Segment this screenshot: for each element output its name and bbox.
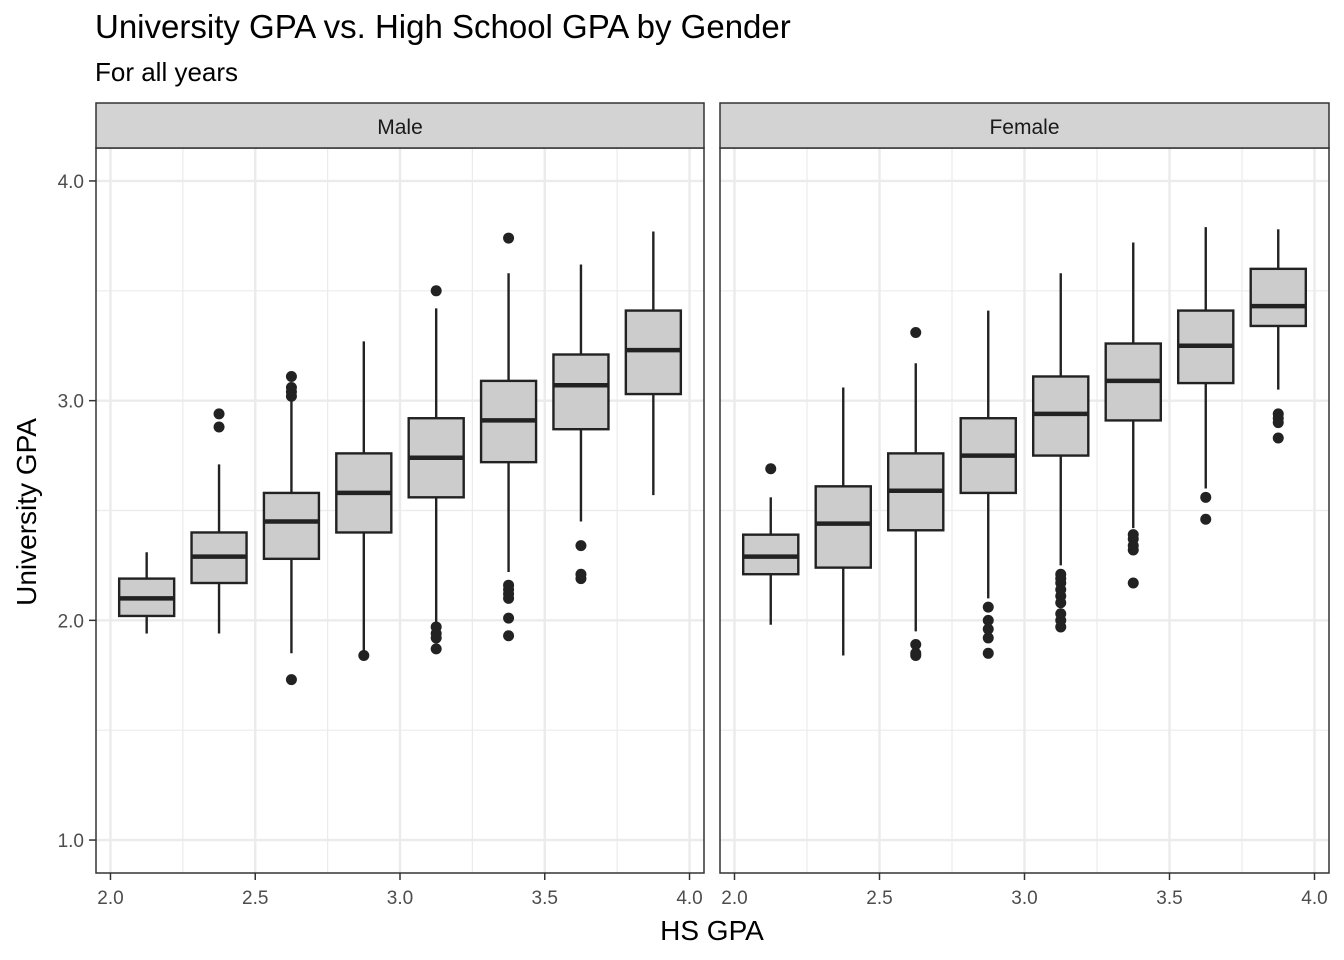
box-iqr — [814, 485, 873, 569]
x-tick-label: 3.0 — [1011, 888, 1037, 909]
box-female-2.875 — [959, 310, 1018, 659]
x-tick-label: 2.5 — [866, 888, 892, 909]
outlier-point — [430, 643, 442, 655]
outlier-point — [1272, 432, 1284, 444]
outlier-point — [503, 612, 515, 624]
box-female-3.125 — [1031, 273, 1090, 633]
y-tick-label: 1.0 — [58, 831, 84, 852]
box-male-3.375 — [479, 232, 538, 642]
panel-male: Male 2.0 2.5 3.0 3.5 4.0 1.0 2.0 3.0 4.0 — [58, 102, 705, 909]
panel-female: Female 2.0 2.5 3.0 3.5 4.0 — [719, 102, 1330, 909]
outlier-point — [1055, 568, 1067, 580]
outlier-point — [285, 370, 297, 382]
box-male-2.375 — [190, 408, 248, 634]
box-male-3.125 — [407, 285, 465, 655]
facet-strip — [95, 102, 705, 149]
box-female-3.625 — [1176, 227, 1235, 525]
outlier-point — [213, 408, 225, 420]
box-iqr — [262, 491, 321, 561]
outlier-point — [982, 647, 994, 659]
x-tick-label: 3.5 — [532, 888, 558, 909]
box-female-2.625 — [887, 327, 945, 661]
box-male-3.875 — [624, 231, 683, 496]
y-tick-label: 4.0 — [58, 172, 84, 193]
outlier-point — [982, 632, 994, 644]
box-male-3.625 — [552, 264, 610, 585]
outlier-point — [575, 540, 587, 552]
x-axis-label: HS GPA — [660, 915, 764, 946]
outlier-point — [503, 579, 515, 591]
x-tick-label: 4.0 — [1301, 888, 1327, 909]
box-female-2.375 — [814, 387, 873, 656]
outlier-point — [430, 621, 442, 633]
outlier-point — [503, 630, 515, 642]
outlier-point — [285, 381, 297, 393]
x-tick-label: 2.5 — [242, 888, 268, 909]
x-tick-label: 3.5 — [1156, 888, 1182, 909]
outlier-point — [575, 568, 587, 580]
box-iqr — [552, 353, 610, 431]
outlier-point — [910, 639, 922, 651]
outlier-point — [1127, 577, 1139, 589]
outlier-point — [1055, 608, 1067, 620]
outlier-point — [285, 674, 297, 686]
chart-title: University GPA vs. High School GPA by Ge… — [95, 8, 791, 45]
outlier-point — [358, 650, 370, 661]
y-axis-label: University GPA — [11, 418, 42, 606]
x-tick-label: 2.0 — [721, 888, 747, 909]
panels-layer: Male 2.0 2.5 3.0 3.5 4.0 1.0 2.0 3.0 4.0 Female 2.0… — [58, 102, 1330, 909]
outlier-point — [1200, 513, 1212, 525]
facet-strip — [719, 102, 1330, 149]
outlier-point — [213, 421, 225, 433]
box-male-2.875 — [335, 341, 393, 661]
box-male-2.625 — [262, 370, 321, 686]
chart-subtitle: For all years — [95, 57, 239, 87]
y-tick-label: 3.0 — [58, 392, 84, 413]
x-tick-label: 3.0 — [387, 888, 413, 909]
outlier-point — [765, 463, 777, 475]
box-male-2.125 — [117, 552, 176, 634]
x-tick-label: 2.0 — [97, 888, 123, 909]
box-female-2.125 — [742, 463, 800, 625]
x-tick-label: 4.0 — [676, 888, 702, 909]
outlier-point — [430, 285, 442, 297]
outlier-point — [982, 614, 994, 626]
facet-strip-label: Female — [989, 116, 1059, 139]
outlier-point — [910, 327, 922, 339]
box-female-3.875 — [1249, 229, 1307, 444]
outlier-point — [503, 232, 515, 244]
outlier-point — [1200, 491, 1212, 503]
outlier-point — [1127, 529, 1139, 541]
outlier-point — [982, 601, 994, 613]
outlier-point — [910, 647, 922, 659]
facet-strip-label: Male — [377, 116, 423, 139]
box-female-3.375 — [1104, 242, 1162, 589]
outlier-point — [982, 623, 994, 635]
y-tick-label: 2.0 — [58, 611, 84, 632]
box-iqr — [1249, 267, 1307, 328]
outlier-point — [1272, 408, 1284, 420]
